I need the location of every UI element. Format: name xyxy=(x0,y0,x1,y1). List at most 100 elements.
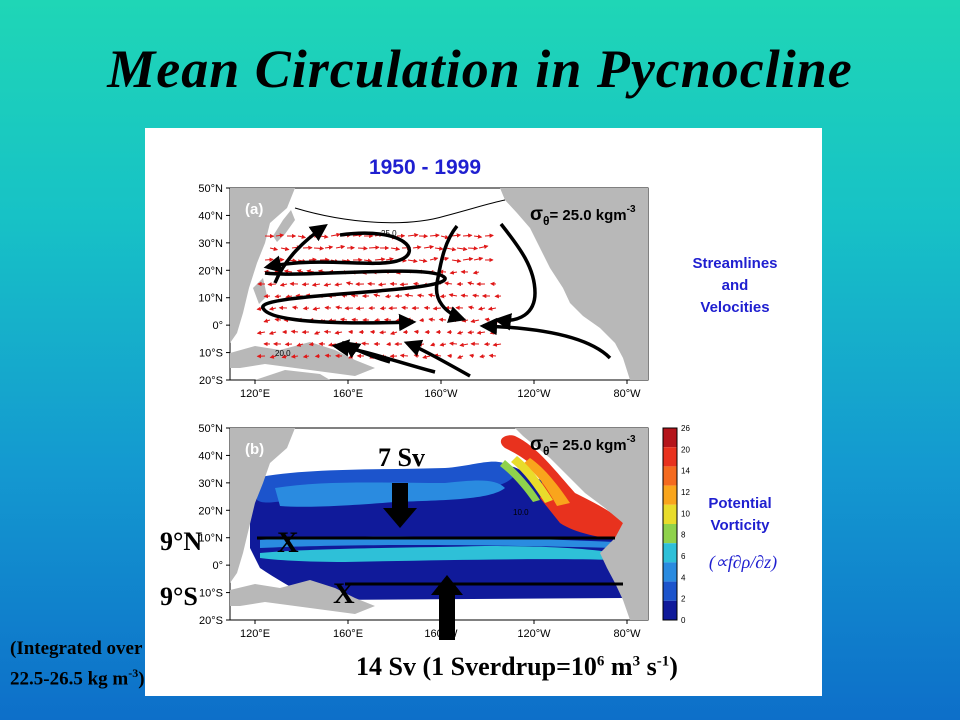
velocity-vector xyxy=(439,342,447,347)
lat-tick-label: 30°N xyxy=(198,478,223,490)
contour-label-20: 20.0 xyxy=(275,349,291,358)
velocity-vector xyxy=(269,354,277,359)
velocity-vector xyxy=(283,269,293,274)
velocity-vector xyxy=(440,234,450,240)
velocity-vector xyxy=(462,233,473,238)
velocity-vector xyxy=(339,317,348,322)
velocity-vector xyxy=(368,245,380,250)
section-marker-north: X xyxy=(277,526,299,559)
colorbar-frame xyxy=(662,427,678,621)
panel-b: σθ= 25.0 kgm-3 (b) 10.0 X X 50°N 40°N 30°N… xyxy=(198,423,777,640)
pv-yellow-fringe xyxy=(511,456,553,503)
velocity-vector xyxy=(302,354,310,359)
velocity-vector xyxy=(407,258,418,264)
velocity-vector xyxy=(434,246,444,251)
colorbar-tick-label: 10 xyxy=(681,509,690,518)
velocity-vector xyxy=(438,317,447,322)
velocity-vector xyxy=(274,317,282,322)
lon-tick-label: 120°W xyxy=(517,628,551,640)
velocity-vector xyxy=(459,342,469,347)
velocity-vector xyxy=(390,330,398,335)
velocity-vector xyxy=(267,282,277,287)
velocity-vector xyxy=(279,282,288,287)
colorbar-swatch xyxy=(663,543,677,563)
colorbar-tick-label: 2 xyxy=(681,595,686,604)
velocity-vector xyxy=(419,317,425,323)
lat-tick-label: 20°N xyxy=(198,265,223,277)
lon-tick-label: 120°E xyxy=(240,388,270,400)
colorbar-swatch xyxy=(663,581,677,601)
velocity-vector xyxy=(334,282,343,287)
americas-land-b xyxy=(515,428,648,620)
colorbar-swatch xyxy=(663,504,677,524)
velocity-vector xyxy=(460,293,469,298)
colorbar-tick-label: 14 xyxy=(681,467,690,476)
velocity-vector xyxy=(484,233,494,238)
velocity-vector xyxy=(432,306,442,311)
colorbar-tick-label: 8 xyxy=(681,531,686,540)
velocity-vector xyxy=(488,353,497,358)
velocity-vector xyxy=(457,354,464,359)
colorbar-swatch xyxy=(663,428,677,448)
lon-tick-label: 120°E xyxy=(240,628,270,640)
velocity-vector xyxy=(306,269,315,274)
velocity-vector xyxy=(417,342,425,347)
velocity-vector xyxy=(312,306,321,311)
south-transport-label: 14 Sv (1 Sverdrup=106 m3 s-1) xyxy=(356,652,678,681)
svg-text:σθ= 25.0 kgm-3: σθ= 25.0 kgm-3 xyxy=(530,434,636,458)
pv-orange-fringe xyxy=(523,458,570,506)
indonesia-land-a xyxy=(230,342,375,376)
velocity-vector xyxy=(467,281,475,286)
lat-tick-label: 20°N xyxy=(198,505,223,517)
lat-tick-label: 0° xyxy=(212,320,223,332)
streamlines-side-label: Streamlines and Velocities xyxy=(692,255,777,316)
velocity-vector xyxy=(473,234,483,239)
velocity-vector xyxy=(264,257,274,262)
lat-tick-label: 0° xyxy=(212,560,223,572)
velocity-vector xyxy=(478,306,486,311)
sigma-label-a: σθ= 25.0 kgm-3 xyxy=(530,204,636,228)
velocity-vector xyxy=(357,246,368,251)
lat-tick-label: 50°N xyxy=(198,183,223,195)
velocity-vector xyxy=(467,305,475,310)
lon-tick-label: 160°E xyxy=(333,628,363,640)
velocity-vector xyxy=(296,269,304,274)
lat-label-9n: 9°N xyxy=(160,527,203,556)
colorbar-tick-label: 0 xyxy=(681,616,686,625)
velocity-vector xyxy=(473,256,484,262)
svg-text:Potential: Potential xyxy=(708,495,771,512)
velocity-vector xyxy=(451,233,462,238)
velocity-vector xyxy=(302,306,310,311)
velocity-vector xyxy=(449,341,458,346)
transport-arrow-south xyxy=(383,483,417,528)
velocity-vector xyxy=(385,257,394,262)
lat-axis-a: 50°N 40°N 30°N 20°N 10°N 0° 10°S 20°S xyxy=(198,183,230,387)
velocity-vector xyxy=(311,282,321,287)
velocity-vector xyxy=(470,318,480,324)
velocity-vector xyxy=(275,233,285,238)
velocity-vector xyxy=(406,317,414,322)
svg-text:Vorticity: Vorticity xyxy=(711,517,771,534)
velocity-vector xyxy=(462,256,474,262)
velocity-vector xyxy=(430,342,436,347)
velocity-vector xyxy=(399,282,409,287)
velocity-vector xyxy=(296,342,304,347)
lat-tick-label: 20°S xyxy=(199,615,223,627)
period-title: 1950 - 1999 xyxy=(369,156,481,179)
indonesia-land-b xyxy=(230,580,375,614)
velocity-vector xyxy=(374,257,386,262)
velocity-vector xyxy=(377,282,387,287)
colorbar-swatch xyxy=(663,562,677,582)
velocity-vector xyxy=(330,232,341,238)
velocity-vector xyxy=(335,244,346,250)
lon-tick-label: 120°W xyxy=(517,388,551,400)
velocity-vector xyxy=(297,234,307,239)
velocity-vector xyxy=(269,246,279,252)
lat-tick-label: 10°N xyxy=(198,533,223,545)
figure-canvas: 1950 - 1999 σθ= 25.0 kgm-3 (a) 25.0 20 xyxy=(198,156,778,640)
velocity-vector xyxy=(456,246,468,252)
velocity-vector xyxy=(361,341,370,346)
pv-side-label: Potential Vorticity (∝f∂ρ/∂z) xyxy=(708,495,777,573)
velocity-vector xyxy=(407,233,419,238)
